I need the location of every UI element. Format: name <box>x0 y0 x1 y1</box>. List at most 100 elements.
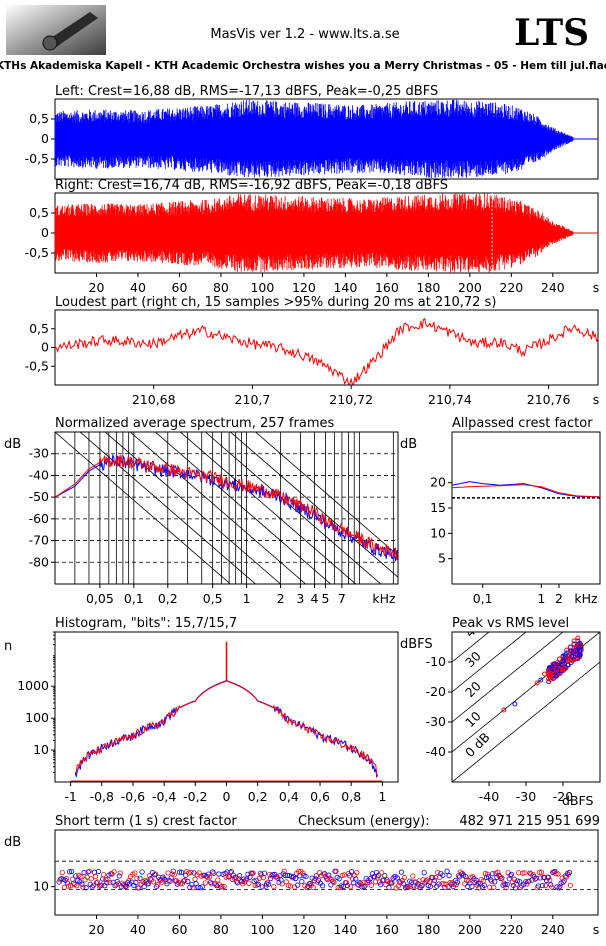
short-term-crest-point-red <box>271 883 277 890</box>
spectrum-series-red <box>55 454 398 560</box>
short-term-crest-point-blue <box>313 873 319 879</box>
short-term-crest-point-red <box>121 882 128 889</box>
short-term-crest-point-blue <box>351 880 357 886</box>
short-term-crest-point-red <box>476 885 482 891</box>
left_waveform-ytick-label: -0,5 <box>25 151 49 166</box>
peak-vs-rms-cluster-point <box>566 658 572 663</box>
spectrum-ytick-label: -80 <box>29 554 49 569</box>
short-term-crest-point-blue <box>560 879 566 885</box>
peak-vs-rms-cluster-point <box>562 652 568 658</box>
short-term-crest-point-red <box>215 877 221 883</box>
short-term-crest-point-blue <box>442 884 448 891</box>
short-term-crest-point-blue <box>73 873 79 879</box>
peak-vs-rms-cluster-point <box>569 654 575 660</box>
spectrum-xtick-label: 7 <box>338 591 346 606</box>
short-term-crest-point-blue <box>326 872 332 878</box>
loudest-part-ytick-label: 0 <box>41 340 49 355</box>
short-term-crest-xtick-label: 200 <box>458 922 482 937</box>
short-term-crest-point-blue <box>168 875 174 881</box>
short-term-crest-xtick-label: 80 <box>213 922 229 937</box>
histogram-xtick-label: 1 <box>378 789 386 804</box>
short-term-crest-point-red <box>90 882 96 888</box>
short-term-crest-point-blue <box>268 875 274 882</box>
short-term-crest-point-red <box>555 871 561 877</box>
peak-vs-rms-crest-line <box>452 632 490 663</box>
loudest-part-line <box>54 317 599 385</box>
short-term-crest-point-blue <box>490 871 496 877</box>
short-term-crest-xtick-label: 100 <box>250 922 274 937</box>
short-term-crest-point-red <box>343 880 350 886</box>
peak-vs-rms-cluster-point <box>578 644 584 650</box>
short-term-crest-point-blue <box>506 876 512 882</box>
short-term-crest-point-red <box>190 885 196 891</box>
right_waveform-xtick-label: 80 <box>213 280 229 295</box>
spectrum-xtick-label: 0,05 <box>86 591 114 606</box>
short-term-crest-point-red <box>501 880 507 886</box>
short-term-crest-point-red <box>132 870 138 876</box>
right_waveform-xtick-label: 220 <box>499 280 523 295</box>
short-term-crest-xtick-label: 140 <box>333 922 357 937</box>
short-term-crest-point-red <box>499 875 505 881</box>
spectrum-slope-line <box>229 432 398 578</box>
short-term-crest-point-red <box>507 873 513 879</box>
spectrum-slope-line <box>179 432 357 584</box>
short-term-crest-point-blue <box>398 869 405 875</box>
histogram-xtick-label: 0,2 <box>248 789 268 804</box>
histogram-xtick-label: 0 <box>223 789 231 804</box>
short-term-crest-point-red <box>310 884 316 891</box>
short-term-crest-point-blue <box>469 883 475 890</box>
short-term-crest-point-red <box>547 877 553 883</box>
short-term-crest-point-blue <box>145 881 151 887</box>
histogram-series-blue <box>74 680 379 779</box>
peak-vs-rms-cluster-point <box>547 670 553 676</box>
short-term-crest-point-red <box>111 869 117 875</box>
short-term-crest-point-red <box>304 885 310 891</box>
short-term-crest-point-red <box>335 884 341 891</box>
short-term-crest-point-red <box>78 874 84 880</box>
short-term-crest-point-red <box>536 869 542 875</box>
short-term-crest-point-red <box>495 869 501 875</box>
short-term-crest-point-blue <box>237 873 243 879</box>
short-term-crest-point-red <box>150 879 157 885</box>
short-term-crest-point-red <box>57 877 63 883</box>
short-term-crest-point-blue <box>396 879 402 885</box>
peak-vs-rms-cluster-point <box>560 659 566 665</box>
peak-vs-rms-cluster-point <box>576 648 582 654</box>
peak-vs-rms-cluster-point <box>551 661 557 667</box>
short-term-crest-point-red <box>136 885 142 891</box>
short-term-crest-point-blue <box>176 869 183 875</box>
right-waveform-title: Right: Crest=16,74 dB, RMS=-16,92 dBFS, … <box>55 178 448 193</box>
short-term-crest-point-red <box>211 870 217 876</box>
short-term-crest-point-red <box>177 881 184 887</box>
short-term-crest-xtick-label: 60 <box>172 922 188 937</box>
short-term-crest-point-red <box>186 870 192 876</box>
short-term-crest-point-blue <box>68 868 75 874</box>
peak-vs-rms-point-blue <box>538 677 544 683</box>
short-term-crest-point-blue <box>361 884 367 890</box>
short-term-crest-point-blue <box>446 873 452 879</box>
histogram-ytick-label: 1000 <box>17 678 49 693</box>
peak-vs-rms-xtick-label: -30 <box>516 789 536 804</box>
allpassed-crest-xtick-label: 0,1 <box>473 591 493 606</box>
short-term-crest-point-blue <box>137 875 143 881</box>
short-term-crest-point-red <box>252 882 258 889</box>
checksum-label: Checksum (energy): <box>298 814 430 829</box>
short-term-crest-point-red <box>99 882 105 888</box>
short-term-crest-point-red <box>80 884 86 890</box>
short-term-crest-point-red <box>155 882 161 888</box>
short-term-crest-xtick-label: 180 <box>416 922 440 937</box>
spectrum-slope-line <box>154 432 332 584</box>
short-term-crest-point-blue <box>104 880 110 886</box>
left_waveform-ytick-label: 0,5 <box>29 111 49 126</box>
short-term-crest-point-blue <box>344 882 351 889</box>
right_waveform-ytick-label: -0,5 <box>25 245 49 260</box>
short-term-crest-point-blue <box>255 881 261 887</box>
spectrum-ytick-label: -60 <box>29 511 49 526</box>
short-term-crest-title: Short term (1 s) crest factor <box>55 814 237 829</box>
short-term-crest-point-red <box>410 873 416 879</box>
short-term-crest-point-red <box>368 882 374 888</box>
loudest-part-xtick-label: 210,7 <box>235 392 271 407</box>
spectrum-slope-line <box>204 432 382 584</box>
allpassed-crest-title: Allpassed crest factor <box>452 416 593 431</box>
short-term-crest-point-red <box>522 870 528 876</box>
